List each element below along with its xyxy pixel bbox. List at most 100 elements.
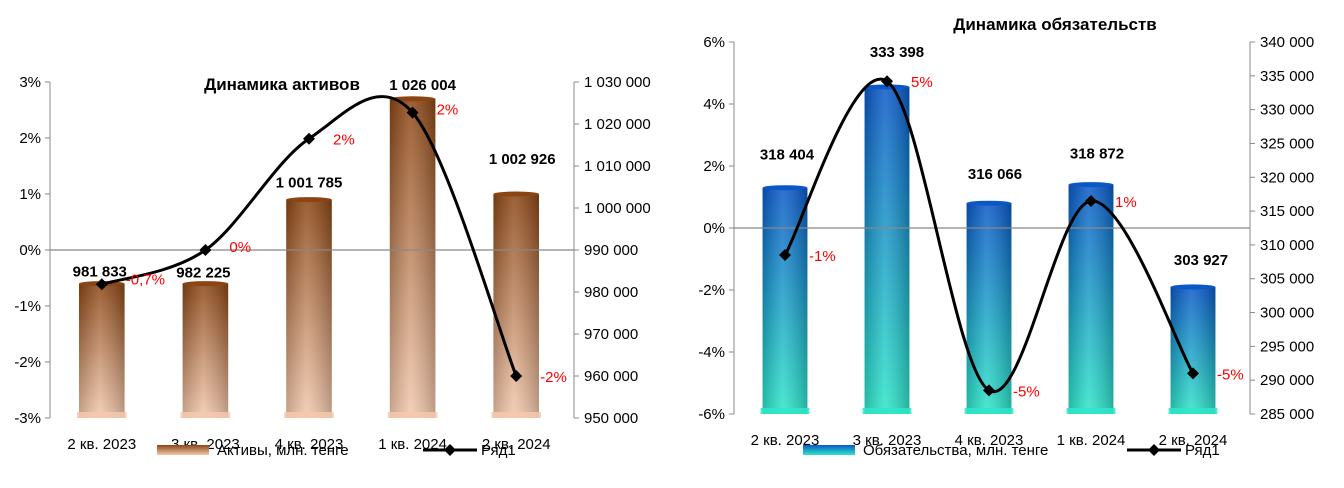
bar-cap <box>762 185 808 191</box>
bar-base <box>284 412 334 418</box>
line-percent-label: -0,7% <box>126 271 165 288</box>
line-marker <box>95 278 108 291</box>
bar-value-label: 318 872 <box>1070 146 1124 163</box>
right-axis-tick-label: 295 000 <box>1260 338 1314 355</box>
bar-cap <box>286 197 332 203</box>
x-axis-category-label: 4 кв. 2023 <box>955 432 1024 449</box>
liabilities-chart: Динамика обязательств 6% 4% 2% 0% -2% -4% -6% 34… <box>672 0 1344 488</box>
bar-base <box>77 412 127 418</box>
bar-value-label: 982 225 <box>176 265 230 282</box>
bar-shine <box>966 203 1012 414</box>
right-axis-tick-label: 300 000 <box>1260 305 1314 322</box>
legend-bar-swatch <box>803 445 855 455</box>
x-axis-category-label: 2 кв. 2024 <box>1159 432 1228 449</box>
bar-cap <box>493 191 539 197</box>
line-marker <box>1187 367 1199 380</box>
right-axis-tick-label: 330 000 <box>1260 102 1314 119</box>
line-marker <box>983 384 995 397</box>
left-axis-tick-label: 6% <box>703 34 725 51</box>
right-axis-tick-label: 315 000 <box>1260 203 1314 220</box>
right-axis-tick-label: 285 000 <box>1260 406 1314 423</box>
bar-cap <box>966 200 1012 206</box>
legend-line-marker <box>1148 444 1160 456</box>
line-percent-label: -5% <box>1013 383 1040 400</box>
left-axis-tick-label: -2% <box>698 282 725 299</box>
line-percent-label: -2% <box>540 369 567 386</box>
legend-line-label: Ряд1 <box>1185 442 1220 459</box>
right-axis-tick-label: 305 000 <box>1260 271 1314 288</box>
right-axis-tick-label: 335 000 <box>1260 68 1314 85</box>
line-marker <box>881 75 893 88</box>
x-axis-category-label: 2 кв. 2023 <box>67 436 136 453</box>
legend-line-label: Ряд1 <box>481 442 516 459</box>
bar-value-label: 318 404 <box>760 147 815 164</box>
legend-bar-label: Активы, млн. тенге <box>217 442 349 459</box>
bar-shine <box>1170 286 1216 414</box>
assets-chart-svg: Динамика активов 3% 2% 1% 0% -1% -2% -3% 1 030 0… <box>14 74 651 459</box>
x-axis-category-label: 4 кв. 2023 <box>275 436 344 453</box>
bar-value-label: 1 001 785 <box>276 175 343 192</box>
bar-shine <box>1068 184 1114 414</box>
line-percent-label: -1% <box>809 248 836 265</box>
legend-bar-label: Обязательства, млн. тенге <box>863 442 1048 459</box>
bar-cap <box>182 281 229 287</box>
line-percent-label: -5% <box>1217 366 1244 383</box>
right-axis-tick-label: 1 020 000 <box>584 116 651 133</box>
line-marker <box>779 249 791 262</box>
chart-title: Динамика обязательств <box>953 15 1157 34</box>
bar-value-label: 303 927 <box>1174 252 1228 269</box>
x-axis-category-label: 2 кв. 2024 <box>482 436 551 453</box>
left-axis-tick-label: 3% <box>19 74 41 91</box>
line-marker <box>199 244 212 256</box>
bar-base <box>180 412 231 418</box>
right-axis-tick-label: 290 000 <box>1260 372 1314 389</box>
right-axis-tick-label: 990 000 <box>584 242 638 259</box>
bar-shine <box>182 283 229 418</box>
bar-base <box>964 408 1014 414</box>
bar-shine <box>79 283 125 418</box>
x-axis-category-label: 1 кв. 2024 <box>1057 432 1126 449</box>
line-marker <box>1085 194 1097 207</box>
right-axis-tick-label: 970 000 <box>584 326 638 343</box>
line-marker <box>510 370 523 382</box>
bar-base <box>760 408 810 414</box>
right-axis-tick-label: 320 000 <box>1260 169 1314 186</box>
bar-shine <box>762 187 808 414</box>
assets-chart: Динамика активов 3% 2% 1% 0% -1% -2% -3% 1 030 0… <box>14 74 651 459</box>
x-axis-category-label: 2 кв. 2023 <box>751 432 820 449</box>
right-axis-tick-label: 1 010 000 <box>584 158 651 175</box>
bar-value-label: 333 398 <box>870 44 924 61</box>
right-axis-tick-label: 325 000 <box>1260 135 1314 152</box>
bar-value-label: 1 026 004 <box>389 77 456 94</box>
left-axis-tick-label: 0% <box>703 220 725 237</box>
right-axis-tick-label: 1 000 000 <box>584 200 651 217</box>
right-axis-tick-label: 950 000 <box>584 410 638 427</box>
bar-value-label: 981 833 <box>73 264 127 281</box>
line-marker <box>406 106 419 119</box>
right-axis-tick-label: 980 000 <box>584 284 638 301</box>
left-axis-tick-label: -1% <box>14 298 41 315</box>
bar-cap <box>1170 284 1216 290</box>
line-percent-label: 1% <box>1115 194 1137 211</box>
right-axis-tick-label: 310 000 <box>1260 237 1314 254</box>
right-axis-tick-label: 1 030 000 <box>584 74 651 91</box>
liabilities-chart-svg: Динамика обязательств 6% 4% 2% 0% -2% -4% -6% 34… <box>698 15 1314 459</box>
x-axis-category-label: 3 кв. 2023 <box>853 432 922 449</box>
chart-title: Динамика активов <box>204 75 360 94</box>
line-series <box>101 95 518 377</box>
legend-bar-swatch <box>157 445 209 455</box>
left-axis-tick-label: -6% <box>698 406 725 423</box>
bar-value-label: 1 002 926 <box>489 151 556 168</box>
bar-base <box>1066 408 1116 414</box>
bar-shine <box>286 199 332 418</box>
line-percent-label: 2% <box>437 102 459 119</box>
right-axis-tick-label: 960 000 <box>584 368 638 385</box>
bar-cap <box>389 96 436 102</box>
bar-base <box>1168 408 1218 414</box>
line-percent-label: 0% <box>229 239 251 256</box>
bar-shine <box>389 98 436 419</box>
left-axis-tick-label: -3% <box>14 410 41 427</box>
left-axis-tick-label: 0% <box>19 242 41 259</box>
bar-shine <box>493 194 539 418</box>
bar-cap <box>1068 182 1114 188</box>
